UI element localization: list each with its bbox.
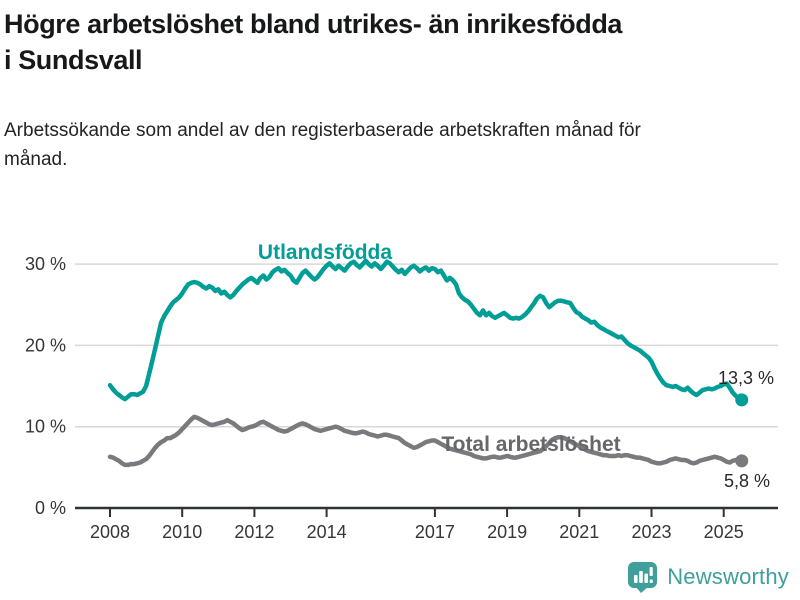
x-tick-label: 2021	[559, 522, 599, 542]
x-tick-label: 2025	[704, 522, 744, 542]
end-value-label-total: 5,8 %	[724, 471, 770, 491]
chart-title: Högre arbetslöshet bland utrikes- än inr…	[4, 9, 623, 75]
series-end-dot-utlandsfodda	[735, 393, 749, 407]
y-tick-label: 0 %	[35, 498, 66, 518]
y-tick-label: 10 %	[25, 417, 66, 437]
series-label-total: Total arbetslöshet	[441, 433, 620, 456]
x-tick-label: 2008	[90, 522, 130, 542]
x-tick-label: 2010	[162, 522, 202, 542]
end-value-label-utlandsfodda: 13,3 %	[718, 368, 774, 388]
x-tick-label: 2012	[234, 522, 274, 542]
brand-name: Newsworthy	[667, 564, 789, 589]
chart-subtitle: Arbetssökande som andel av den registerb…	[4, 120, 641, 170]
y-tick-label: 20 %	[25, 335, 66, 355]
series-label-utlandsfodda: Utlandsfödda	[258, 241, 392, 264]
newsworthy-logo-icon	[628, 562, 658, 593]
newsworthy-logo: Newsworthy	[627, 561, 789, 593]
y-tick-label: 30 %	[25, 254, 66, 274]
x-tick-label: 2023	[631, 522, 671, 542]
x-tick-label: 2014	[307, 522, 347, 542]
series-end-dot-total	[735, 454, 749, 468]
x-tick-label: 2017	[415, 522, 455, 542]
series-line-total	[107, 414, 745, 468]
series-line-utlandsfodda	[107, 258, 745, 403]
x-tick-label: 2019	[487, 522, 527, 542]
